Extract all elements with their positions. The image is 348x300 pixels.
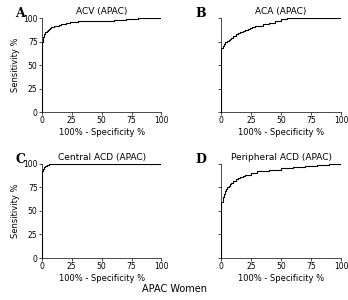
Text: C: C [15,153,25,166]
Text: A: A [15,7,25,20]
Text: D: D [195,153,206,166]
Title: Central ACD (APAC): Central ACD (APAC) [57,153,146,162]
X-axis label: 100% - Specificity %: 100% - Specificity % [238,274,324,283]
Title: ACA (APAC): ACA (APAC) [255,7,307,16]
Y-axis label: Sensitivity %: Sensitivity % [11,184,20,238]
X-axis label: 100% - Specificity %: 100% - Specificity % [238,128,324,137]
Title: Peripheral ACD (APAC): Peripheral ACD (APAC) [231,153,332,162]
Text: B: B [195,7,206,20]
Y-axis label: Sensitivity %: Sensitivity % [11,38,20,92]
X-axis label: 100% - Specificity %: 100% - Specificity % [58,274,145,283]
X-axis label: 100% - Specificity %: 100% - Specificity % [58,128,145,137]
Text: APAC Women: APAC Women [142,284,206,294]
Title: ACV (APAC): ACV (APAC) [76,7,127,16]
